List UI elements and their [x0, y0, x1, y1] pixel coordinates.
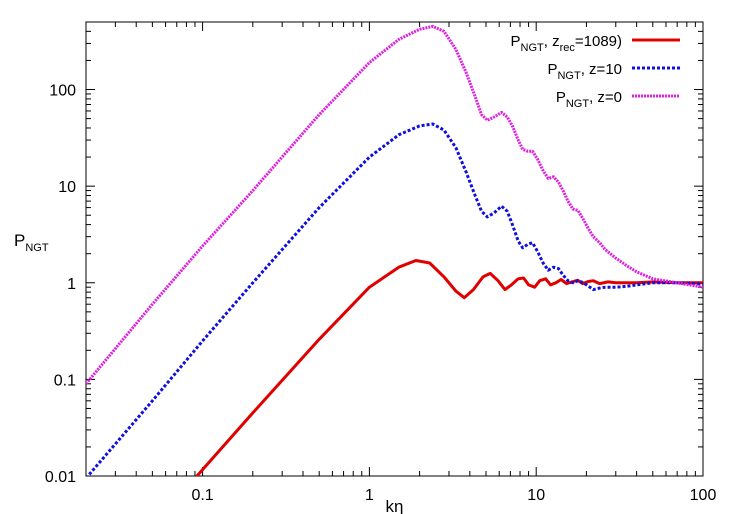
legend-entry-label: PNGT, z=10: [547, 61, 622, 82]
y-tick-label: 1: [67, 276, 76, 293]
y-tick-label: 100: [49, 83, 76, 100]
legend-entry-label: PNGT, zrec=1089): [511, 33, 623, 54]
x-tick-label: 10: [527, 487, 545, 504]
legend-subscript: NGT: [566, 98, 590, 110]
plot-frame: [85, 21, 704, 477]
y-tick-label: 10: [58, 179, 76, 196]
y-axis-label-sub: NGT: [25, 242, 49, 254]
series-layer: [86, 24, 703, 476]
series-line-2: [86, 122, 703, 476]
x-tick-label: 1: [365, 487, 374, 504]
y-axis-label: PNGT: [14, 231, 49, 254]
series-line-1: [194, 259, 703, 476]
legend-subscript: NGT: [521, 42, 545, 54]
x-tick-label: 0.1: [191, 487, 213, 504]
x-tick-label: 100: [690, 487, 717, 504]
y-tick-label: 0.1: [54, 372, 76, 389]
axis-ticks: [85, 21, 704, 477]
legend-subscript: NGT: [557, 70, 581, 82]
y-axis-label-main: P: [14, 231, 25, 250]
series-line-3: [86, 24, 703, 385]
legend-text: P: [511, 33, 521, 50]
legend-text: P: [556, 89, 566, 106]
legend-text: P: [547, 61, 557, 78]
y-tick-label: 0.01: [45, 469, 76, 486]
legend-subscript: rec: [560, 42, 576, 54]
legend-text: , z=10: [581, 61, 622, 78]
axis-tick-labels: 0.1 1 10 100 0.01 0.1 1 10 100: [45, 83, 717, 504]
plot-area-border: [85, 21, 704, 477]
legend-text: , z=0: [589, 89, 622, 106]
legend-entry-label: PNGT, z=0: [556, 89, 622, 110]
legend-text: =1089): [575, 33, 622, 50]
legend-text: , z: [544, 33, 560, 50]
x-axis-label: kη: [386, 497, 404, 514]
